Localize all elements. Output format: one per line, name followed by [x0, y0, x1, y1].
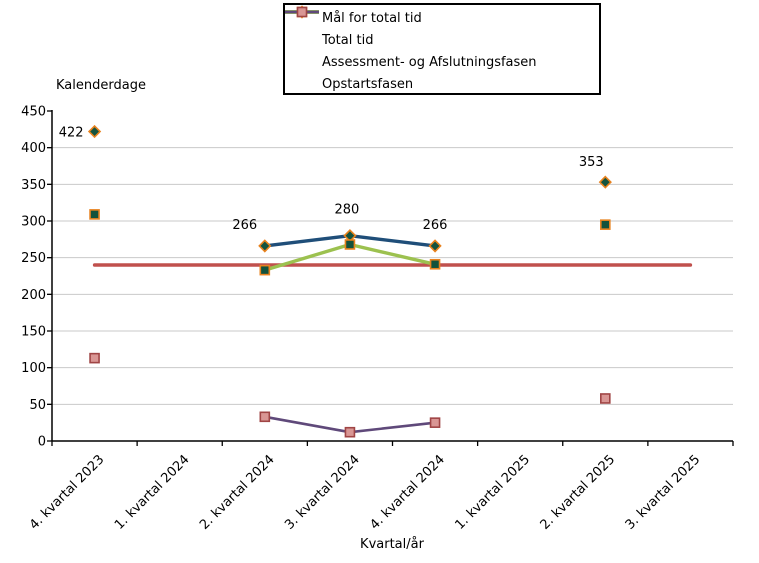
y-tick-label: 250	[21, 251, 46, 266]
marker-diamond	[598, 175, 612, 189]
marker-square	[89, 209, 100, 220]
data-label: 280	[335, 203, 360, 218]
y-tick-label: 450	[21, 105, 46, 120]
marker-square	[344, 239, 356, 250]
marker-square	[600, 393, 611, 404]
x-tick-label: 4. kvartal 2023	[27, 452, 108, 533]
marker-square	[429, 417, 441, 428]
legend-item-m-l-for-total-tid: Mål for total tid	[285, 7, 599, 29]
marker-square	[429, 258, 441, 270]
x-tick-label: 3. kvartal 2025	[623, 452, 704, 533]
marker-square	[259, 264, 271, 276]
y-tick-label: 150	[21, 325, 46, 340]
legend-label: Total tid	[322, 32, 374, 48]
marker-square	[600, 219, 611, 230]
x-tick-label: 3. kvartal 2024	[282, 452, 363, 533]
x-tick-label: 1. kvartal 2025	[452, 452, 533, 533]
x-tick-label: 2. kvartal 2025	[538, 452, 619, 533]
marker-diamond	[258, 239, 272, 253]
legend: Mål for total tid Total tid Assessment- og…	[283, 3, 601, 95]
data-label: 266	[232, 218, 257, 233]
y-tick-label: 100	[21, 361, 46, 376]
marker-square	[89, 352, 100, 364]
marker-square	[344, 426, 356, 438]
y-tick-label: 300	[21, 215, 46, 230]
data-label: 266	[423, 218, 448, 233]
marker-square	[259, 411, 271, 423]
legend-item-total-tid: Total tid	[285, 5, 599, 51]
legend-label: Mål for total tid	[322, 10, 422, 26]
marker-diamond	[87, 124, 102, 139]
data-label: 353	[579, 155, 604, 170]
y-axis-title: Kalenderdage	[56, 78, 146, 93]
x-tick-label: 1. kvartal 2024	[112, 452, 193, 533]
y-tick-label: 50	[29, 398, 46, 413]
y-tick-label: 0	[38, 435, 46, 450]
legend-item-opstartsfasen: Opstartsfasen	[285, 6, 599, 95]
series-line-total-tid	[265, 182, 606, 246]
x-tick-label: 4. kvartal 2024	[367, 452, 448, 533]
y-tick-label: 400	[21, 141, 46, 156]
legend-label: Assessment- og Afslutningsfasen	[322, 54, 537, 70]
y-tick-label: 350	[21, 178, 46, 193]
y-tick-label: 200	[21, 288, 46, 303]
marker-diamond	[428, 239, 442, 253]
legend-label: Opstartsfasen	[322, 76, 414, 92]
x-axis-title: Kvartal/år	[360, 537, 424, 552]
marker-square	[296, 6, 308, 18]
legend-item-assessment-og-afslutningsfasen: Assessment- og Afslutningsfasen	[285, 6, 599, 73]
x-tick-label: 2. kvartal 2024	[197, 452, 278, 533]
legend-sample	[285, 6, 319, 18]
data-label: 422	[59, 126, 84, 141]
